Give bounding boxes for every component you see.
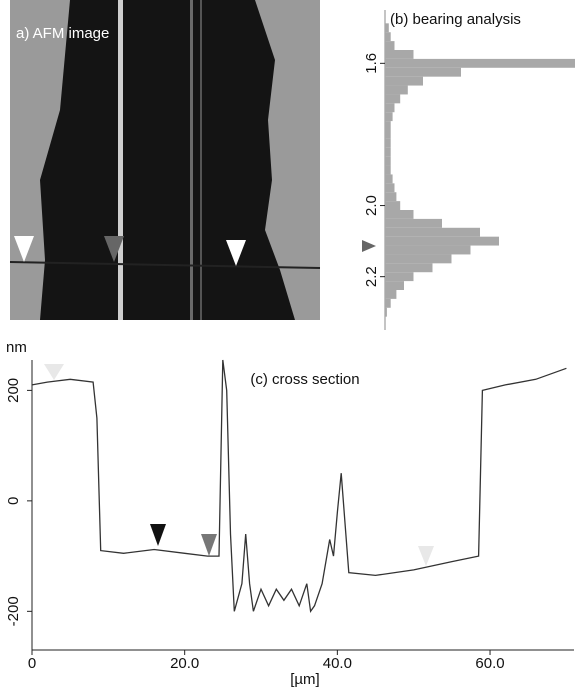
y-tick-label: 200 [5,378,22,403]
y-tick-label: 1.6 [363,53,380,74]
bar [385,148,391,157]
bar [385,219,442,228]
bar [385,139,391,148]
bar [385,228,480,237]
y-tick-label: 2.0 [363,195,380,216]
afm-image: a) AFM image [10,0,320,320]
bar [385,246,471,255]
marker [362,240,376,252]
bar [385,299,391,308]
image-stripe [190,0,193,320]
bar [385,210,414,219]
marker [201,534,217,556]
bar [385,23,389,32]
chart-title: (c) cross section [250,371,359,388]
marker [150,524,166,546]
y-tick-label: 2.2 [363,266,380,287]
image-label: a) AFM image [16,25,109,42]
y-tick-label: 0 [5,497,22,505]
image-stripe [118,0,123,320]
bar [385,272,414,281]
y-axis-label: nm [6,339,27,356]
bar [385,112,393,121]
y-tick-label: -200 [5,596,22,626]
bar [385,157,391,166]
bar [385,77,423,86]
x-axis-label: [µm] [290,671,319,688]
bar [385,130,391,139]
profile-line [32,360,566,611]
x-tick-label: 40.0 [323,655,352,672]
image-stripe [200,0,202,320]
image-dark-region [40,0,295,320]
bar [385,290,396,299]
bar [385,68,461,77]
bar [385,50,414,59]
bar [385,41,395,50]
x-tick-label: 20.0 [170,655,199,672]
marker [44,364,64,380]
bar [385,121,391,130]
page: {"image": {"label": "a) AFM image"}, "ch… [0,0,576,690]
bar [385,263,433,272]
bar [385,174,393,183]
bar [385,86,408,95]
bar [385,254,452,263]
bar [385,183,395,192]
chart-title: (b) bearing analysis [390,11,521,28]
x-tick-label: 60.0 [475,655,504,672]
bar [385,192,396,201]
bar [385,103,395,112]
bar [385,237,499,246]
bar [385,308,387,317]
marker [418,546,434,566]
bar [385,32,391,41]
figure: a) AFM image (b) bearing analysis 1.6 2.0 2… [0,0,576,690]
x-tick-label: 0 [28,655,36,672]
bar [385,281,404,290]
bar [385,201,400,210]
bar [385,166,391,175]
bar [385,59,575,68]
bar [385,94,400,103]
